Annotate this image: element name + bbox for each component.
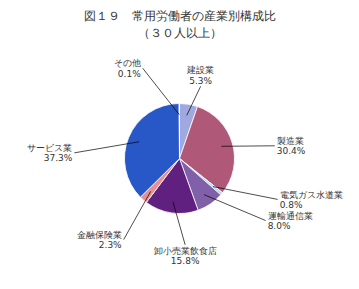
svg-text:電気ガス水道業0.8%: 電気ガス水道業0.8% — [280, 190, 343, 210]
svg-text:その他0.1%: その他0.1% — [114, 58, 141, 78]
html-text:図１９ 常用労働者の産業別構成比: 図１９ 常用労働者の産業別構成比 — [83, 9, 276, 23]
svg-text:建設業5.3%: 建設業5.3% — [186, 65, 214, 85]
svg-text:サービス業37.3%: サービス業37.3% — [27, 143, 72, 163]
svg-text:運輸通信業8.0%: 運輸通信業8.0% — [268, 211, 313, 231]
html-text:（３０人以上）: （３０人以上） — [137, 26, 222, 40]
svg-text:金融保険業2.3%: 金融保険業2.3% — [77, 230, 122, 250]
svg-text:卸小売業飲食店15.8%: 卸小売業飲食店15.8% — [154, 246, 217, 266]
svg-text:製造業30.4%: 製造業30.4% — [277, 136, 306, 156]
